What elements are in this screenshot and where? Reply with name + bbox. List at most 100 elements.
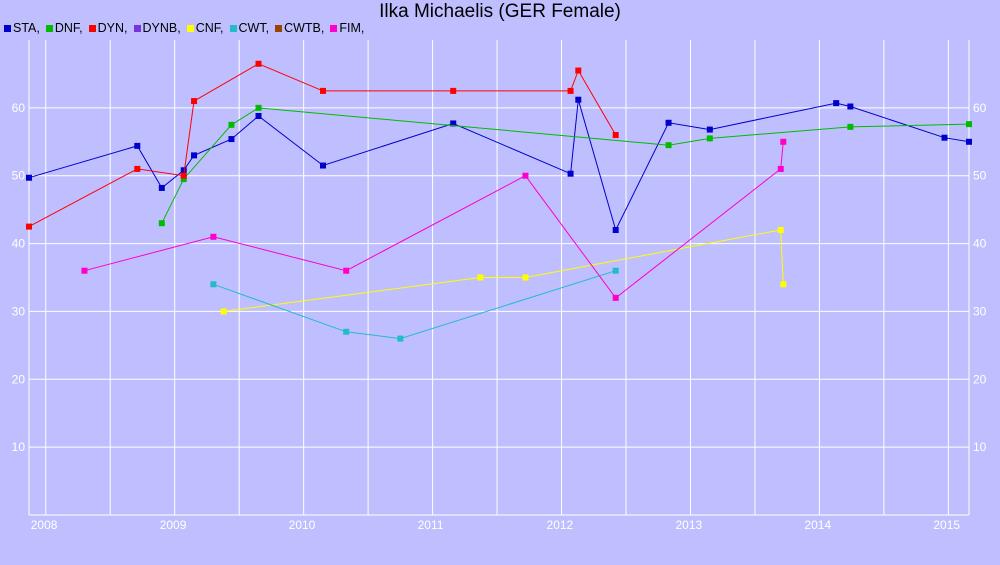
y-tick-label-right: 60 — [973, 101, 987, 115]
data-point — [319, 87, 326, 94]
data-point — [343, 328, 350, 335]
legend-swatch — [186, 24, 194, 32]
data-point — [612, 267, 619, 274]
data-point — [255, 60, 262, 67]
y-tick-label-right: 40 — [973, 237, 987, 251]
data-point — [255, 113, 262, 119]
series — [26, 96, 972, 233]
legend-item: DYN, — [88, 21, 128, 35]
data-point — [847, 123, 854, 130]
y-tick-label-right: 30 — [973, 304, 987, 318]
legend-label: FIM, — [339, 21, 365, 35]
legend-swatch — [330, 24, 338, 32]
data-point — [706, 135, 713, 142]
data-point — [966, 138, 972, 145]
data-point — [522, 172, 529, 179]
y-tick-label-left: 60 — [12, 101, 26, 115]
legend-swatch — [275, 24, 283, 32]
data-point — [665, 119, 672, 126]
legend-swatch — [229, 24, 237, 32]
data-point — [180, 167, 187, 174]
legend-item: CWT, — [229, 21, 270, 35]
legend-item: DYNB, — [133, 21, 181, 35]
legend-label: STA, — [13, 21, 40, 35]
series-line — [28, 63, 617, 228]
y-tick-label-left: 30 — [12, 304, 26, 318]
data-point — [567, 170, 574, 177]
series-line — [84, 141, 784, 299]
data-point — [191, 98, 198, 105]
data-point — [180, 176, 187, 183]
data-point — [134, 142, 141, 149]
legend-label: CWTB, — [284, 21, 325, 35]
legend-item: FIM, — [330, 21, 364, 35]
y-tick-label-right: 20 — [973, 372, 987, 386]
data-point — [26, 223, 32, 230]
data-point — [777, 165, 784, 172]
series — [210, 267, 619, 342]
data-point — [706, 126, 713, 133]
x-tick-label: 2012 — [547, 518, 574, 532]
series-line — [213, 270, 616, 340]
legend-swatch — [45, 24, 53, 32]
data-point — [450, 87, 457, 94]
y-tick-label-left: 40 — [12, 237, 26, 251]
y-tick-label-left: 50 — [12, 169, 26, 183]
y-tick-label-left: 10 — [12, 440, 26, 454]
series-line — [161, 107, 970, 224]
x-tick-label: 2008 — [31, 518, 58, 532]
legend-label: DYNB, — [142, 21, 181, 35]
legend-item: STA, — [4, 21, 40, 35]
data-point — [180, 172, 187, 179]
series-line — [223, 229, 784, 312]
data-point — [780, 138, 787, 145]
data-point — [450, 120, 457, 127]
legend-label: DYN, — [97, 21, 128, 35]
data-point — [255, 104, 262, 111]
data-point — [81, 267, 88, 274]
data-point — [612, 294, 619, 301]
series — [158, 104, 972, 227]
legend-swatch — [88, 24, 96, 32]
data-point — [26, 174, 32, 181]
legend-label: CNF, — [195, 21, 224, 35]
legend: STA, DNF, DYN, DYNB, CNF, CWT, CWTB, FIM, — [4, 21, 370, 35]
data-point — [158, 184, 165, 191]
data-point — [777, 227, 784, 233]
y-tick-label-right: 50 — [973, 169, 987, 183]
data-point — [477, 274, 484, 281]
x-tick-label: 2009 — [160, 518, 187, 532]
legend-swatch — [4, 24, 11, 32]
data-point — [319, 162, 326, 169]
data-point — [522, 274, 529, 281]
x-tick-label: 2015 — [933, 518, 960, 532]
data-point — [612, 132, 619, 138]
data-point — [228, 121, 235, 128]
data-point — [575, 96, 582, 103]
x-tick-label: 2011 — [418, 518, 444, 532]
series — [81, 138, 787, 301]
data-point — [665, 142, 672, 149]
chart-title: Ilka Michaelis (GER Female) — [379, 1, 621, 22]
series — [220, 227, 787, 315]
data-point — [158, 220, 165, 227]
legend-item: DNF, — [45, 21, 83, 35]
data-point — [343, 267, 350, 274]
data-point — [833, 100, 840, 107]
x-tick-label: 2013 — [675, 518, 702, 532]
data-point — [966, 121, 972, 128]
x-tick-label: 2010 — [289, 518, 316, 532]
data-point — [134, 165, 141, 172]
data-point — [575, 67, 582, 74]
legend-label: CWT, — [238, 21, 270, 35]
data-point — [210, 233, 217, 240]
data-point — [228, 136, 235, 143]
data-point — [210, 281, 217, 288]
legend-swatch — [133, 24, 141, 32]
series — [26, 60, 619, 230]
y-tick-label-right: 10 — [973, 440, 987, 454]
grid — [29, 40, 969, 515]
data-point — [567, 87, 574, 94]
data-point — [191, 152, 198, 159]
